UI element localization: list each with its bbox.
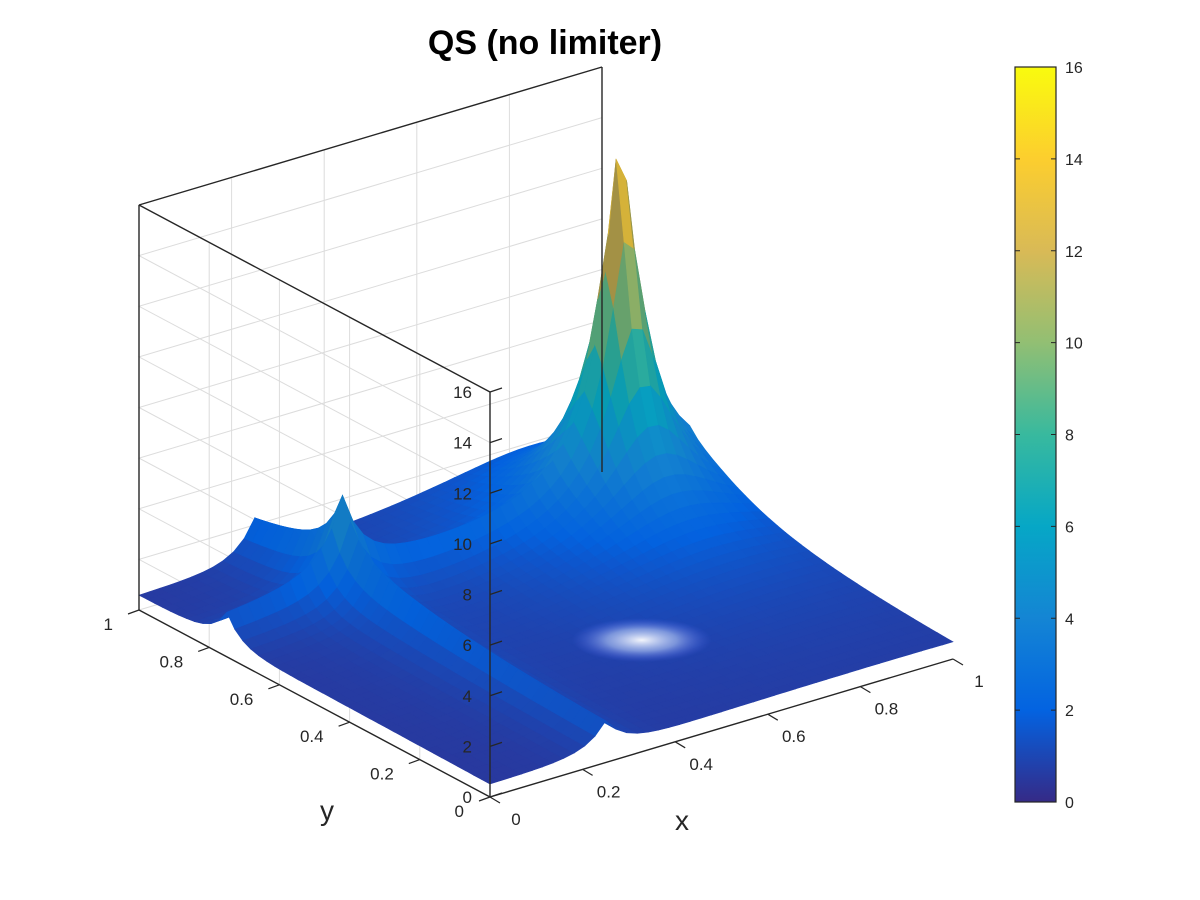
y-tick-label: 0 [455,802,464,821]
y-axis-label: y [320,795,334,826]
y-tick [197,646,210,652]
surface [138,158,954,785]
x-tick [582,768,593,776]
surface-highlight [571,618,712,663]
colorbar-fill [1014,66,1057,803]
y-tick-label: 0.8 [160,652,184,671]
z-tick-label: 12 [453,484,472,503]
x-tick [767,713,779,721]
z-tick [489,539,503,545]
colorbar-tick-label: 8 [1065,428,1074,445]
y-tick-label: 0.4 [300,727,324,746]
z-tick-label: 14 [453,434,472,453]
surface-patch [933,636,954,646]
axis-ticks: 00.20.40.60.8100.20.40.60.81024681012141… [104,383,984,829]
z-tick [489,438,503,444]
y-tick-label: 0.6 [230,690,254,709]
z-tick [489,741,503,747]
top-right-edge [138,66,603,206]
x-tick [674,741,686,749]
x-tick-label: 0.8 [875,700,899,719]
y-tick [127,609,140,615]
x-tick-label: 0.6 [782,727,806,746]
z-tick [489,589,503,596]
colorbar-tick-label: 14 [1065,152,1083,169]
x-tick-label: 0 [511,810,520,829]
colorbar: 0 2 4 6 8 10 12 14 16 [1014,60,1083,812]
colorbar-tick-label: 10 [1065,336,1083,353]
z-tick-label: 10 [453,535,472,554]
z-tick-label: 2 [463,737,472,756]
z-tick-label: 6 [463,636,472,655]
z-tick-label: 4 [463,687,472,706]
z-tick [489,691,503,697]
x-axis-label: x [675,805,689,836]
z-tick-label: 0 [463,788,472,807]
x-tick-label: 1 [974,672,983,691]
top-left-edge [138,204,491,393]
x-tick [952,658,964,666]
colorbar-tick-label: 6 [1065,519,1074,536]
z-tick [489,640,503,646]
colorbar-tick-label: 12 [1065,244,1083,261]
colorbar-tick-label: 2 [1065,703,1074,720]
z-tick [489,792,503,798]
y-tick-label: 1 [104,615,113,634]
box-edges [138,66,954,798]
z-tick [489,387,503,393]
colorbar-tick-label: 0 [1065,795,1074,812]
x-tick [489,796,501,804]
z-tick-label: 16 [453,383,472,402]
z-tick-label: 8 [463,586,472,605]
x-tick-label: 0.4 [689,755,713,774]
x-tick [860,686,871,694]
x-axis-line [489,658,954,798]
colorbar-tick-label: 16 [1065,60,1083,77]
y-tick [478,796,491,802]
y-axis-line [138,609,491,798]
y-tick-label: 0.2 [370,765,394,784]
z-tick [489,488,503,494]
x-tick-label: 0.2 [597,782,621,801]
y-tick [338,721,350,727]
colorbar-tick-label: 4 [1065,611,1074,628]
y-tick [268,684,280,690]
chart-title: QS (no limiter) [428,24,662,62]
y-tick [408,759,421,765]
